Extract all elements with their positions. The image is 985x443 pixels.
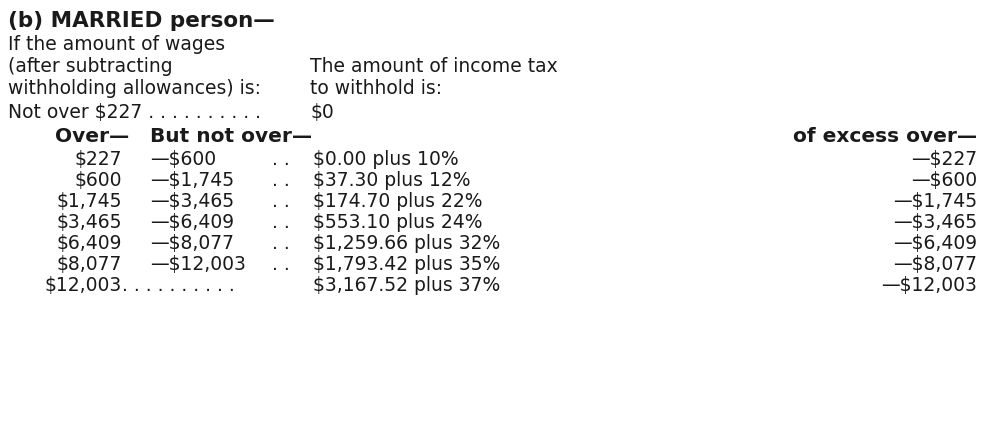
Text: $1,793.42 plus 35%: $1,793.42 plus 35% — [313, 255, 500, 274]
Text: —$12,003: —$12,003 — [882, 276, 977, 295]
Text: But not over—: But not over— — [150, 127, 312, 146]
Text: —$6,409: —$6,409 — [892, 234, 977, 253]
Text: . .: . . — [272, 171, 290, 190]
Text: $3,167.52 plus 37%: $3,167.52 plus 37% — [313, 276, 500, 295]
Text: If the amount of wages: If the amount of wages — [8, 35, 226, 54]
Text: (after subtracting: (after subtracting — [8, 57, 172, 76]
Text: $12,003: $12,003 — [44, 276, 122, 295]
Text: $1,259.66 plus 32%: $1,259.66 plus 32% — [313, 234, 500, 253]
Text: (b) MARRIED person—: (b) MARRIED person— — [8, 11, 275, 31]
Text: —$8,077: —$8,077 — [893, 255, 977, 274]
Text: $227: $227 — [75, 150, 122, 169]
Text: $8,077: $8,077 — [56, 255, 122, 274]
Text: —$600: —$600 — [911, 171, 977, 190]
Text: Over—: Over— — [55, 127, 129, 146]
Text: —$227: —$227 — [911, 150, 977, 169]
Text: . .: . . — [272, 150, 290, 169]
Text: The amount of income tax: The amount of income tax — [310, 57, 558, 76]
Text: $553.10 plus 24%: $553.10 plus 24% — [313, 213, 483, 232]
Text: —$12,003: —$12,003 — [150, 255, 246, 274]
Text: $0: $0 — [310, 103, 334, 122]
Text: —$6,409: —$6,409 — [150, 213, 234, 232]
Text: Not over $227 . . . . . . . . . .: Not over $227 . . . . . . . . . . — [8, 103, 261, 122]
Text: to withhold is:: to withhold is: — [310, 79, 442, 98]
Text: . .: . . — [272, 234, 290, 253]
Text: . .: . . — [272, 213, 290, 232]
Text: —$8,077: —$8,077 — [150, 234, 234, 253]
Text: —$3,465: —$3,465 — [892, 213, 977, 232]
Text: of excess over—: of excess over— — [793, 127, 977, 146]
Text: $1,745: $1,745 — [56, 192, 122, 211]
Text: —$600: —$600 — [150, 150, 216, 169]
Text: —$1,745: —$1,745 — [892, 192, 977, 211]
Text: . . . . . . . . . .: . . . . . . . . . . — [122, 276, 234, 295]
Text: $0.00 plus 10%: $0.00 plus 10% — [313, 150, 459, 169]
Text: $37.30 plus 12%: $37.30 plus 12% — [313, 171, 471, 190]
Text: $6,409: $6,409 — [56, 234, 122, 253]
Text: withholding allowances) is:: withholding allowances) is: — [8, 79, 261, 98]
Text: . .: . . — [272, 192, 290, 211]
Text: . .: . . — [272, 255, 290, 274]
Text: $600: $600 — [75, 171, 122, 190]
Text: $3,465: $3,465 — [56, 213, 122, 232]
Text: $174.70 plus 22%: $174.70 plus 22% — [313, 192, 483, 211]
Text: —$3,465: —$3,465 — [150, 192, 234, 211]
Text: —$1,745: —$1,745 — [150, 171, 234, 190]
